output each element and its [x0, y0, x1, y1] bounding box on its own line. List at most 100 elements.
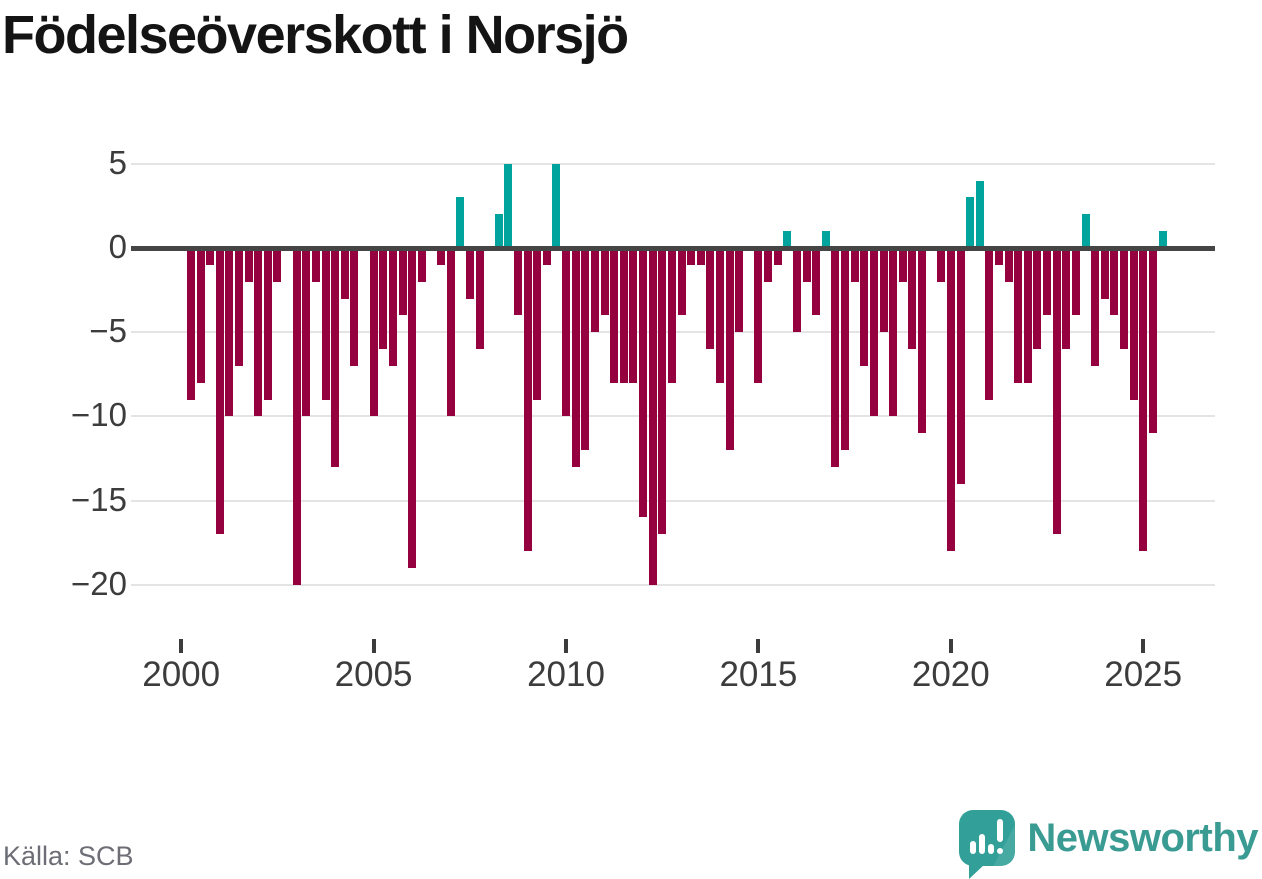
bar-2011-q3 — [629, 248, 638, 383]
bar-2008-q3 — [513, 248, 522, 316]
bar-2008-q1 — [494, 214, 503, 248]
bar-2010-q1 — [571, 248, 580, 467]
bar-2000-q4 — [215, 248, 224, 535]
bar-2024-q2 — [1120, 248, 1129, 350]
bar-2000-q1 — [186, 248, 195, 400]
bar-2005-q2 — [388, 248, 397, 366]
bar-2016-q4 — [831, 248, 840, 467]
bar-2022-q4 — [1062, 248, 1071, 350]
logo-bar-icon — [979, 834, 986, 854]
bar-2022-q3 — [1052, 248, 1061, 535]
bar-2006-q1 — [417, 248, 426, 282]
bar-2011-q2 — [619, 248, 628, 383]
bar-2012-q4 — [677, 248, 686, 316]
bar-2005-q4 — [408, 248, 417, 568]
bar-2018-q3 — [898, 248, 907, 282]
bar-2016-q2 — [812, 248, 821, 316]
chart-title: Födelseöverskott i Norsjö — [2, 5, 629, 65]
y-tick-label: 5 — [108, 144, 127, 182]
newsworthy-logo-icon — [959, 810, 1016, 879]
bar-2020-q1 — [956, 248, 965, 484]
bar-2014-q1 — [725, 248, 734, 451]
gridline--10 — [131, 415, 1215, 418]
bar-2001-q1 — [225, 248, 234, 417]
x-tick-label: 2025 — [1104, 655, 1183, 694]
bar-2003-q1 — [302, 248, 311, 417]
x-tick — [179, 639, 184, 653]
bar-2021-q4 — [1023, 248, 1032, 383]
bar-2018-q4 — [908, 248, 917, 350]
bar-2004-q1 — [340, 248, 349, 299]
bar-2022-q1 — [1033, 248, 1042, 350]
bar-2005-q3 — [398, 248, 407, 316]
logo-exclamation-dot-icon — [997, 848, 1004, 854]
bar-2025-q1 — [1148, 248, 1157, 434]
bar-2019-q3 — [937, 248, 946, 282]
bar-2019-q4 — [946, 248, 955, 552]
bar-2009-q2 — [542, 248, 551, 265]
bar-2002-q4 — [292, 248, 301, 585]
bar-2001-q2 — [235, 248, 243, 366]
bar-2017-q4 — [869, 248, 878, 417]
logo-bar-icon — [970, 841, 977, 854]
bar-2016-q1 — [802, 248, 811, 282]
bar-2015-q4 — [792, 248, 801, 333]
x-tick-label: 2010 — [527, 655, 605, 694]
bar-2007-q1 — [456, 197, 465, 248]
bar-2008-q2 — [504, 163, 513, 248]
bar-2023-q1 — [1071, 248, 1080, 316]
x-tick — [756, 639, 761, 653]
bar-2021-q3 — [1014, 248, 1023, 383]
bar-2003-q2 — [311, 248, 320, 282]
bar-2014-q4 — [754, 248, 763, 383]
bar-2001-q3 — [244, 248, 253, 282]
bar-2016-q3 — [821, 231, 830, 248]
newsworthy-logo: Newsworthy — [959, 810, 1258, 879]
bar-2004-q2 — [350, 248, 359, 366]
bar-2014-q2 — [735, 248, 744, 333]
zero-axis-line — [131, 245, 1215, 251]
bar-2022-q2 — [1043, 248, 1052, 316]
bar-2007-q3 — [475, 248, 484, 350]
bar-2012-q2 — [658, 248, 667, 535]
bar-2001-q4 — [254, 248, 263, 417]
bar-2023-q4 — [1100, 248, 1109, 299]
bar-2018-q1 — [879, 248, 888, 333]
bar-2015-q1 — [764, 248, 773, 282]
x-tick — [948, 639, 953, 653]
x-tick — [371, 639, 376, 653]
logo-exclamation-icon — [997, 819, 1004, 842]
bar-2024-q4 — [1139, 248, 1148, 552]
bar-2024-q3 — [1129, 248, 1138, 400]
gridline-5 — [131, 162, 1215, 165]
bar-2017-q1 — [841, 248, 850, 451]
bar-2006-q4 — [446, 248, 455, 417]
newsworthy-wordmark: Newsworthy — [1027, 815, 1258, 860]
bar-2004-q4 — [369, 248, 378, 417]
bar-2024-q1 — [1110, 248, 1119, 316]
x-tick — [564, 639, 568, 653]
y-tick-label: −15 — [71, 480, 127, 518]
bar-2017-q2 — [850, 248, 859, 282]
bar-2013-q2 — [696, 248, 705, 265]
bar-2023-q2 — [1081, 214, 1090, 248]
bar-2020-q2 — [966, 197, 975, 248]
bar-2008-q4 — [523, 248, 532, 552]
bar-2020-q4 — [985, 248, 994, 400]
y-tick-label: −5 — [89, 312, 127, 350]
bar-2009-q3 — [552, 163, 561, 248]
x-tick-label: 2015 — [719, 655, 798, 694]
bar-2013-q1 — [687, 248, 696, 265]
bar-2000-q3 — [206, 248, 215, 265]
bar-2003-q4 — [331, 248, 340, 467]
bar-2013-q4 — [716, 248, 724, 383]
gridline--15 — [131, 499, 1215, 502]
logo-bar-icon — [988, 844, 995, 854]
bar-2010-q2 — [581, 248, 590, 451]
bar-2006-q3 — [437, 248, 446, 265]
y-tick-label: −10 — [71, 396, 127, 434]
x-tick-label: 2005 — [334, 655, 413, 694]
bar-2015-q2 — [773, 248, 782, 265]
